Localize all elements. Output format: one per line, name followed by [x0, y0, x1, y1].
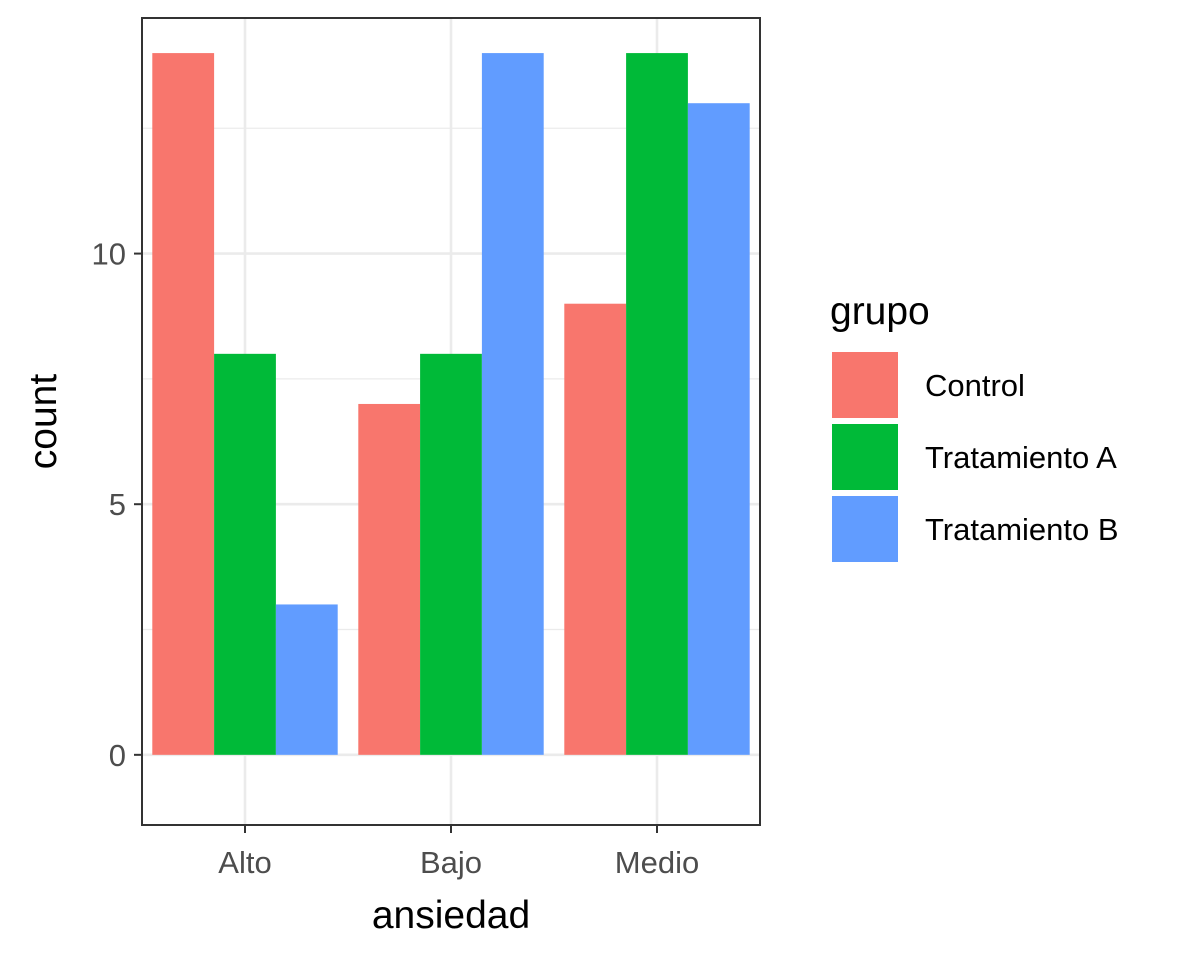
bar-tratamiento-b-alto — [275, 604, 338, 755]
y-tick-label: 10 — [92, 237, 126, 272]
bar-tratamiento-b-medio — [687, 103, 750, 755]
y-axis-title: count — [22, 374, 65, 470]
x-axis-title: ansiedad — [372, 894, 530, 937]
bar-control-bajo — [358, 403, 421, 755]
bar-control-medio — [564, 303, 627, 755]
legend-key-tratamiento-a — [832, 424, 898, 490]
bar-tratamiento-a-medio — [626, 53, 688, 755]
bar-tratamiento-b-bajo — [481, 53, 544, 755]
legend-key-control — [832, 352, 898, 418]
y-tick-label: 0 — [109, 738, 126, 773]
legend-key-tratamiento-b — [832, 496, 898, 562]
legend-title: grupo — [830, 290, 930, 333]
bar-tratamiento-a-bajo — [420, 353, 482, 755]
x-tick-label: Bajo — [420, 845, 482, 880]
legend-label: Tratamiento A — [925, 440, 1117, 475]
x-tick-label: Alto — [218, 845, 271, 880]
bar-tratamiento-a-alto — [214, 353, 276, 755]
bars — [152, 53, 750, 755]
x-tick-label: Medio — [615, 845, 699, 880]
legend-label: Control — [925, 368, 1025, 403]
legend-label: Tratamiento B — [925, 512, 1119, 547]
bar-control-alto — [152, 53, 215, 755]
y-tick-label: 5 — [109, 487, 126, 522]
axes: 0 5 10 Alto Bajo Medio — [92, 237, 700, 880]
legend: grupo Control Tratamiento A Tratamiento B — [830, 290, 1119, 562]
